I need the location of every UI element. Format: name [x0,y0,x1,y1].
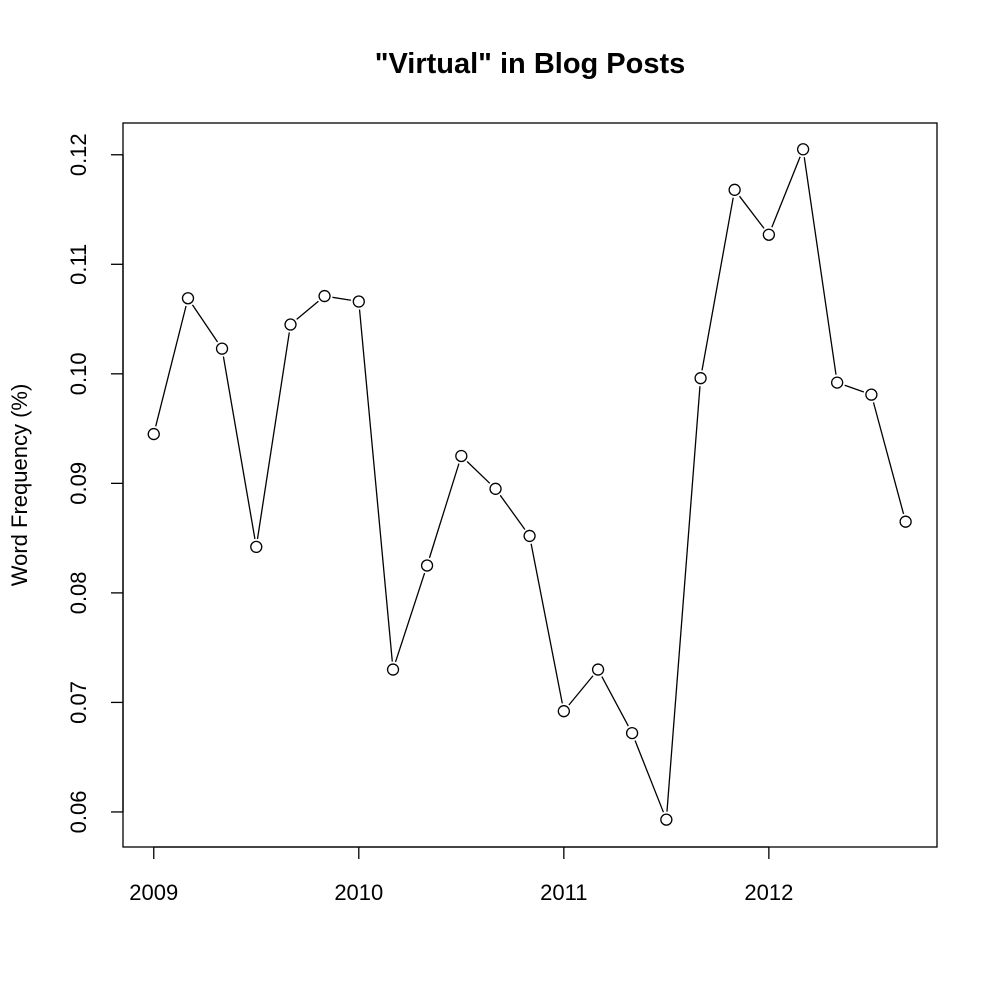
y-tick-label: 0.08 [66,571,91,614]
line-segment [701,197,734,371]
line-segment [191,304,219,343]
y-tick-label: 0.09 [66,462,91,505]
line-segment [738,195,765,229]
data-point [830,376,844,389]
data-point [660,813,673,826]
x-tick-label: 2009 [129,880,178,905]
line-segment [499,494,526,530]
x-tick-label: 2010 [334,880,383,905]
line-segment [296,300,319,320]
line-segment [872,402,905,515]
line-segment [771,156,801,228]
line-segment [530,543,563,704]
x-tick-label: 2011 [540,880,587,905]
data-point [420,559,434,572]
line-segment [155,305,187,427]
y-tick-label: 0.10 [66,352,91,395]
line-segment [332,296,351,301]
data-point [147,427,160,441]
data-point [181,292,195,305]
line-segment [428,463,460,559]
line-segment [222,356,256,540]
data-point [318,289,331,303]
line-segment [568,675,594,706]
chart-title: "Virtual" in Blog Posts [375,48,686,80]
data-point [865,388,878,401]
data-point [796,143,810,156]
data-point [352,295,365,308]
line-segment [601,676,629,727]
data-point [591,663,605,676]
data-point [899,515,912,528]
line-segment [666,386,701,812]
data-point [284,318,297,331]
y-tick-label: 0.12 [66,133,91,176]
data-point [489,482,502,495]
data-point [625,726,639,740]
data-point [694,372,707,385]
line-segment [803,157,837,375]
data-point [250,540,263,554]
series-virtual [147,143,912,826]
data-point [523,529,536,543]
data-point [386,663,400,676]
x-tick-label: 2012 [744,880,793,905]
data-point [762,228,776,241]
data-point [455,449,468,463]
line-segment [466,461,491,484]
y-tick-label: 0.11 [66,244,91,285]
y-axis: 0.06 0.07 0.08 0.09 0.10 0.11 0.12 [66,133,124,834]
line-segment [394,572,426,663]
line-segment [634,740,665,813]
data-point [215,342,229,355]
line-segment [844,384,865,393]
data-point [557,705,570,718]
x-axis: 2009 2010 2011 2012 [129,846,793,905]
line-segment [256,332,290,540]
data-point [728,183,741,196]
line-segment [358,309,393,662]
y-tick-label: 0.06 [66,791,91,834]
y-tick-label: 0.07 [66,681,91,724]
y-axis-label: Word Frequency (%) [7,384,32,587]
